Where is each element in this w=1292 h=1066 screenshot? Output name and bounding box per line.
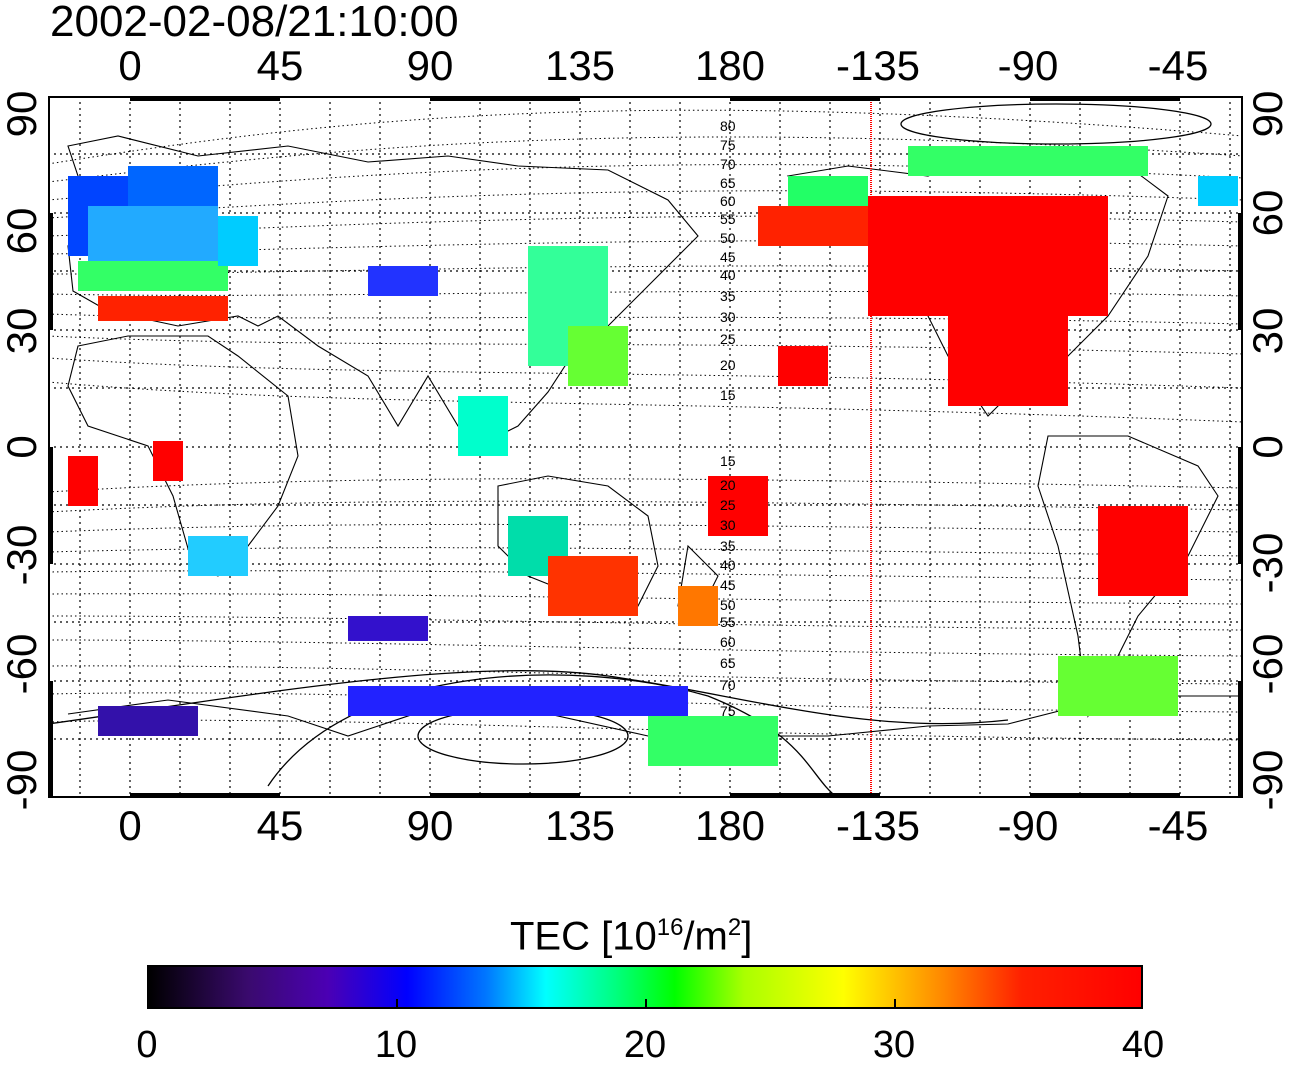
contour-label: 40 xyxy=(720,557,736,573)
tec-patch xyxy=(648,716,778,766)
bottom-lon-tick: -135 xyxy=(835,802,921,849)
tec-patch xyxy=(458,396,508,456)
tec-patch xyxy=(908,146,1148,176)
contour-label: 50 xyxy=(720,597,736,613)
right-lat-tick: -30 xyxy=(1244,532,1291,594)
right-lat-tick: -60 xyxy=(1244,633,1291,695)
tec-patch xyxy=(98,706,198,736)
bottom-lon-tick: -90 xyxy=(997,802,1059,849)
contour-label: 30 xyxy=(720,517,736,533)
right-lat-tick: 30 xyxy=(1244,307,1291,355)
contour-label: 80 xyxy=(720,118,736,134)
top-lon-tick: 135 xyxy=(544,42,616,89)
tec-patch xyxy=(868,196,1108,316)
colorbar-tick-label: 20 xyxy=(623,1024,667,1066)
timestamp-title: 2002-02-08/21:10:00 xyxy=(50,0,459,46)
tec-patch xyxy=(1058,656,1178,716)
tec-patch xyxy=(218,216,258,266)
contour-label: 40 xyxy=(720,267,736,283)
top-lon-tick: -90 xyxy=(997,42,1059,89)
tec-patch xyxy=(1198,176,1238,206)
contour-label: 55 xyxy=(720,211,736,227)
tec-patch xyxy=(368,266,438,296)
left-lat-tick: -90 xyxy=(0,749,45,811)
tec-patch xyxy=(948,306,1068,406)
top-lon-tick: 45 xyxy=(256,42,304,89)
colorbar-tick-label: 30 xyxy=(872,1024,916,1066)
tec-patch xyxy=(758,206,868,246)
contour-label: 50 xyxy=(720,230,736,246)
tec-patch xyxy=(88,206,218,266)
tec-patch xyxy=(348,616,428,641)
contour-labels: 80 75 70 65 60 55 50 45 40 35 30 25 20 1… xyxy=(720,118,736,719)
top-lon-tick: -135 xyxy=(835,42,921,89)
contour-label: 55 xyxy=(720,614,736,630)
colorbar-tick-label: 40 xyxy=(1121,1024,1165,1066)
tec-patch xyxy=(1098,506,1188,596)
tec-patch xyxy=(778,346,828,386)
contour-label: 15 xyxy=(720,453,736,469)
top-lon-tick: -45 xyxy=(1147,42,1209,89)
contour-label: 60 xyxy=(720,193,736,209)
right-lat-tick: 90 xyxy=(1244,90,1291,138)
colorbar-tick-label: 0 xyxy=(136,1024,158,1066)
tec-world-map: 80 75 70 65 60 55 50 45 40 35 30 25 20 1… xyxy=(48,96,1243,798)
contour-label: 25 xyxy=(720,331,736,347)
contour-label: 35 xyxy=(720,538,736,554)
tec-patch xyxy=(98,296,228,321)
bottom-lon-tick: 90 xyxy=(406,802,454,849)
contour-label: 35 xyxy=(720,288,736,304)
contour-label: 75 xyxy=(720,137,736,153)
tec-data-patches xyxy=(68,146,1238,766)
right-lat-tick: 60 xyxy=(1244,189,1291,237)
contour-label: 30 xyxy=(720,309,736,325)
tec-patch xyxy=(548,556,638,616)
tec-patch xyxy=(678,586,718,626)
contour-label: 20 xyxy=(720,477,736,493)
left-lat-tick: 30 xyxy=(0,307,45,355)
bottom-lon-tick: 45 xyxy=(256,802,304,849)
contour-label: 70 xyxy=(720,677,736,693)
contour-label: 70 xyxy=(720,156,736,172)
colorbar-tick-label: 10 xyxy=(374,1024,418,1066)
bottom-lon-tick: -45 xyxy=(1147,802,1209,849)
left-lat-tick: 60 xyxy=(0,207,45,255)
bottom-lon-tick: 135 xyxy=(544,802,616,849)
contour-label: 65 xyxy=(720,175,736,191)
contour-label: 15 xyxy=(720,387,736,403)
right-lat-tick: -90 xyxy=(1244,749,1291,811)
left-lat-tick: -30 xyxy=(0,524,45,586)
left-lat-tick: 90 xyxy=(0,90,45,138)
tec-patch xyxy=(188,536,248,576)
contour-label: 45 xyxy=(720,577,736,593)
bottom-lon-tick: 180 xyxy=(694,802,766,849)
tec-patch xyxy=(708,476,768,536)
contour-label: 75 xyxy=(720,703,736,719)
tec-patch xyxy=(68,456,98,506)
left-lat-tick: 0 xyxy=(0,435,45,459)
contour-label: 60 xyxy=(720,634,736,650)
colorbar-tick-mark xyxy=(645,999,647,1009)
contour-label: 45 xyxy=(720,249,736,265)
right-lat-tick: 0 xyxy=(1244,435,1291,459)
colorbar-title: TEC [1016/m2] xyxy=(510,914,753,959)
left-lat-tick: -60 xyxy=(0,633,45,695)
tec-patch xyxy=(78,261,228,291)
top-lon-tick: 180 xyxy=(694,42,766,89)
tec-patch xyxy=(348,686,688,716)
bottom-lon-tick: 0 xyxy=(118,802,142,849)
map-frame xyxy=(48,96,1243,798)
top-lon-tick: 90 xyxy=(406,42,454,89)
colorbar-tick-mark xyxy=(894,999,896,1009)
contour-label: 25 xyxy=(720,497,736,513)
axis-marker-bars xyxy=(48,96,1243,798)
contour-label: 20 xyxy=(720,357,736,373)
colorbar-tick-mark xyxy=(396,999,398,1009)
contour-label: 65 xyxy=(720,655,736,671)
tec-patch xyxy=(568,326,628,386)
tec-patch xyxy=(153,441,183,481)
top-lon-tick: 0 xyxy=(118,42,142,89)
